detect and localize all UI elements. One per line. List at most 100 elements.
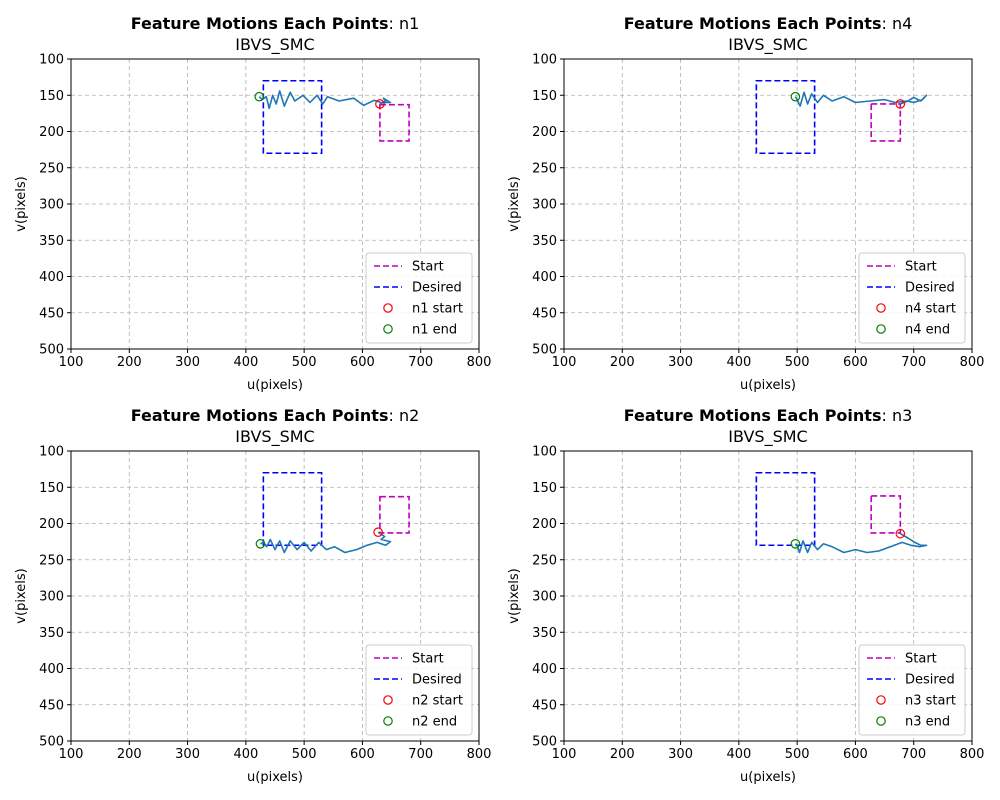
x-tick-label: 100	[59, 747, 84, 762]
x-tick-label: 300	[175, 747, 200, 762]
y-tick-label: 350	[39, 234, 64, 249]
y-tick-label: 150	[532, 481, 557, 496]
end-point-marker	[255, 538, 266, 549]
y-tick-label: 150	[532, 89, 557, 104]
x-tick-label: 600	[350, 355, 375, 370]
x-tick-label: 200	[610, 747, 635, 762]
legend-box	[858, 252, 966, 344]
chart-title-suffix: : n2	[388, 406, 419, 425]
x-axis-label: u(pixels)	[740, 378, 796, 393]
y-tick-label: 100	[532, 445, 557, 460]
x-tick-label: 700	[408, 355, 433, 370]
legend-start-label: Start	[905, 652, 937, 667]
x-tick-label: 800	[960, 747, 985, 762]
legend-end-point-swatch	[876, 716, 886, 726]
trajectory-line	[794, 532, 928, 554]
y-tick-label: 450	[532, 306, 557, 321]
legend-desired-label: Desired	[905, 673, 955, 688]
y-tick-label: 300	[532, 590, 557, 605]
y-tick-label: 450	[39, 306, 64, 321]
x-tick-label: 100	[552, 747, 577, 762]
chart-title-bold: Feature Motions Each Points	[624, 14, 882, 33]
legend-end-point-label: n4 end	[905, 323, 950, 338]
x-tick-label: 500	[785, 747, 810, 762]
chart-title-bold: Feature Motions Each Points	[131, 14, 389, 33]
y-tick-label: 450	[39, 698, 64, 713]
legend: Start Desired n3 start n3 end	[858, 644, 966, 736]
chart-title-bold: Feature Motions Each Points	[131, 406, 389, 425]
x-tick-label: 300	[668, 747, 693, 762]
y-axis-label: v(pixels)	[507, 568, 522, 623]
x-tick-label: 500	[292, 747, 317, 762]
end-point-marker	[254, 91, 265, 102]
x-tick-label: 100	[59, 355, 84, 370]
chart-title-bold: Feature Motions Each Points	[624, 406, 882, 425]
desired-box	[755, 79, 816, 155]
y-tick-label: 350	[39, 626, 64, 641]
y-tick-label: 200	[532, 517, 557, 532]
legend-start-point-label: n4 start	[905, 302, 956, 317]
x-tick-label: 600	[843, 747, 868, 762]
y-tick-label: 350	[532, 234, 557, 249]
start-point-marker	[373, 527, 383, 537]
y-tick-label: 100	[532, 53, 557, 68]
y-tick-label: 300	[532, 198, 557, 213]
plot-area	[255, 471, 410, 554]
legend-start-point-label: n2 start	[412, 694, 463, 709]
y-tick-label: 300	[39, 198, 64, 213]
x-tick-label: 600	[350, 747, 375, 762]
y-tick-label: 250	[39, 553, 64, 568]
legend-start-point-swatch	[383, 303, 393, 313]
x-tick-label: 300	[668, 355, 693, 370]
desired-box	[262, 79, 323, 155]
trajectory-line	[260, 531, 392, 554]
x-axis-label: u(pixels)	[740, 770, 796, 785]
legend: Start Desired n4 start n4 end	[858, 252, 966, 344]
x-tick-label: 500	[292, 355, 317, 370]
legend: Start Desired n1 start n1 end	[365, 252, 473, 344]
chart-title: Feature Motions Each Points: n4	[624, 14, 913, 33]
y-tick-label: 200	[39, 517, 64, 532]
legend-box	[365, 252, 473, 344]
y-tick-label: 500	[532, 735, 557, 750]
subplot-1: 100 200 300 400 500 600 700 800 100 150 200 250 300 3…	[14, 14, 491, 393]
legend-box	[365, 644, 473, 736]
plot-area	[755, 471, 928, 554]
legend-end-point-swatch	[876, 324, 886, 334]
start-box	[870, 495, 902, 534]
x-tick-label: 500	[785, 355, 810, 370]
start-point-marker	[895, 528, 906, 539]
x-tick-label: 800	[467, 747, 492, 762]
legend-end-point-swatch	[383, 716, 393, 726]
legend-start-label: Start	[412, 260, 444, 275]
y-tick-label: 100	[39, 445, 64, 460]
y-axis-label: v(pixels)	[14, 176, 29, 231]
x-tick-label: 300	[175, 355, 200, 370]
legend-start-label: Start	[905, 260, 937, 275]
x-axis-label: u(pixels)	[247, 770, 303, 785]
x-tick-label: 200	[117, 355, 142, 370]
legend-box	[858, 644, 966, 736]
x-tick-label: 400	[726, 747, 751, 762]
start-point-marker	[375, 99, 385, 109]
legend-end-point-label: n3 end	[905, 715, 950, 730]
y-tick-label: 500	[39, 343, 64, 358]
chart-title-suffix: : n4	[881, 14, 912, 33]
chart-title: Feature Motions Each Points: n3	[624, 406, 913, 425]
chart-subtitle: IBVS_SMC	[728, 35, 807, 55]
chart-title-suffix: : n3	[881, 406, 912, 425]
desired-box	[262, 471, 323, 547]
start-box	[379, 103, 410, 142]
chart-subtitle: IBVS_SMC	[235, 35, 314, 55]
chart-title: Feature Motions Each Points: n2	[131, 406, 420, 425]
y-tick-label: 150	[39, 481, 64, 496]
legend-desired-label: Desired	[412, 281, 462, 296]
desired-box	[755, 471, 816, 547]
y-axis-label: v(pixels)	[507, 176, 522, 231]
chart-title-suffix: : n1	[388, 14, 419, 33]
y-tick-label: 400	[532, 270, 557, 285]
legend-start-point-label: n3 start	[905, 694, 956, 709]
end-point-marker	[790, 538, 801, 549]
plot-area	[254, 79, 410, 155]
